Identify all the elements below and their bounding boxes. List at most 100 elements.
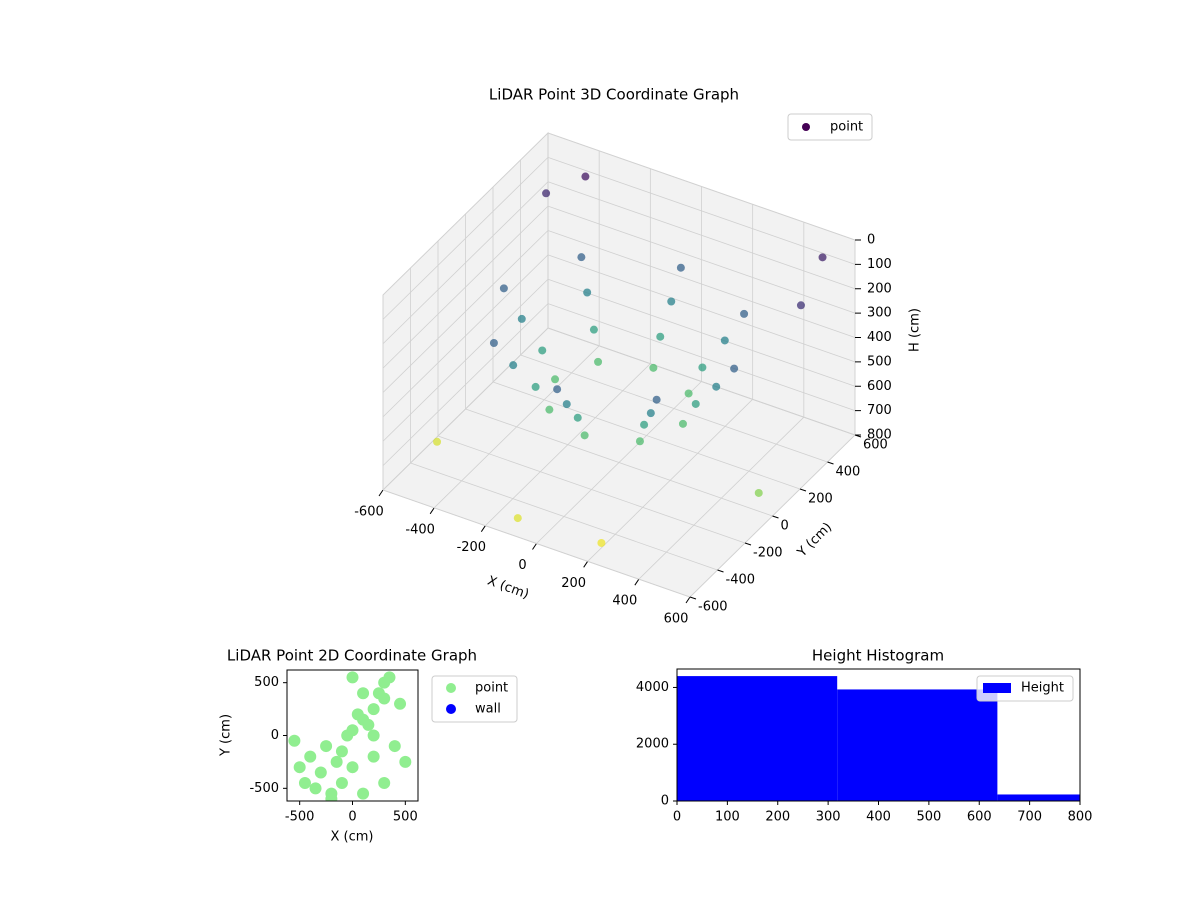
grid-line [520,354,828,463]
z-tick-label: 100 [867,257,892,272]
point [367,750,380,763]
z-tick-label: 0 [867,233,875,248]
point [357,713,370,726]
z-tick-label: 200 [867,281,892,296]
point [656,332,665,341]
bar [837,689,998,801]
x-tick-label: 500 [393,810,418,825]
point [594,357,603,366]
y-tick [717,569,724,573]
point [509,361,518,370]
grid-line [547,327,856,436]
chart-title: LiDAR Point 2D Coordinate Graph [227,647,477,665]
point [367,729,380,742]
point [314,766,327,779]
legend-label: point [830,120,863,135]
point [309,782,322,795]
point [635,437,644,446]
x-tick-label: 0 [673,810,681,825]
x-tick [532,543,537,550]
point [581,172,590,181]
point [597,538,606,547]
point [325,792,338,801]
point [357,687,370,700]
legend-box [787,113,873,141]
grid-line [382,327,549,491]
chart-title: Height Histogram [812,647,944,665]
grid-line [382,157,549,320]
x-tick-label: -400 [405,522,435,537]
point [646,409,655,418]
z-axis-label: H (cm) [908,308,923,352]
point [730,364,739,373]
grid-line [382,489,691,598]
x-tick-label: 0 [518,558,526,573]
point [583,288,592,297]
x-axis-label: X (cm) [485,574,531,603]
point [796,301,805,310]
legend-label: Height [1021,681,1064,696]
y-tick-label: 500 [254,675,279,690]
point [357,787,370,800]
z-tick-label: 400 [867,330,892,345]
point [330,755,343,768]
point [513,514,522,523]
x-tick-label: 0 [348,810,356,825]
x-tick [429,507,435,515]
point [691,399,700,408]
point [489,339,498,348]
grid-line [382,303,549,466]
grid-line [382,278,549,442]
y-tick [799,488,807,492]
y-tick-label: 4000 [636,680,669,695]
plot-area [677,676,1080,801]
point [676,263,685,272]
point [667,297,676,306]
point [531,382,540,391]
z-tick-label: 300 [867,306,892,321]
y-tick [689,596,697,600]
legend-box [976,675,1074,702]
x-tick [583,561,589,568]
y-tick [744,542,752,546]
z-tick-label: 700 [867,403,892,418]
point [367,703,380,716]
point [399,755,412,768]
point [293,761,306,774]
y-tick-label: 400 [836,465,861,480]
grid-line [547,254,856,363]
grid-line [465,408,773,517]
y-tick-label: 2000 [636,737,669,752]
grid-line [547,181,856,290]
point [573,413,582,422]
point [698,363,707,372]
point [545,405,554,414]
point [499,284,508,293]
x-tick-label: 700 [1017,810,1042,825]
point [640,420,649,429]
x-tick-label: -500 [285,810,315,825]
point [320,740,333,753]
z-tick-label: 500 [867,354,892,369]
legend-marker [446,683,456,693]
x-tick-label: 500 [916,810,941,825]
point [346,761,359,774]
point [378,692,391,705]
grid-line [547,156,856,265]
point [335,745,348,758]
x-tick-label: -200 [457,540,487,555]
point [652,395,661,404]
x-tick [480,525,486,532]
point [298,777,311,790]
point [346,671,359,684]
point [388,740,401,753]
point [589,325,598,334]
y-tick-label: -400 [726,573,756,588]
bar [677,676,838,801]
y-tick-label: 0 [271,728,279,743]
grid-line [547,205,856,314]
plot-area [288,671,412,801]
grid-line [547,230,856,338]
